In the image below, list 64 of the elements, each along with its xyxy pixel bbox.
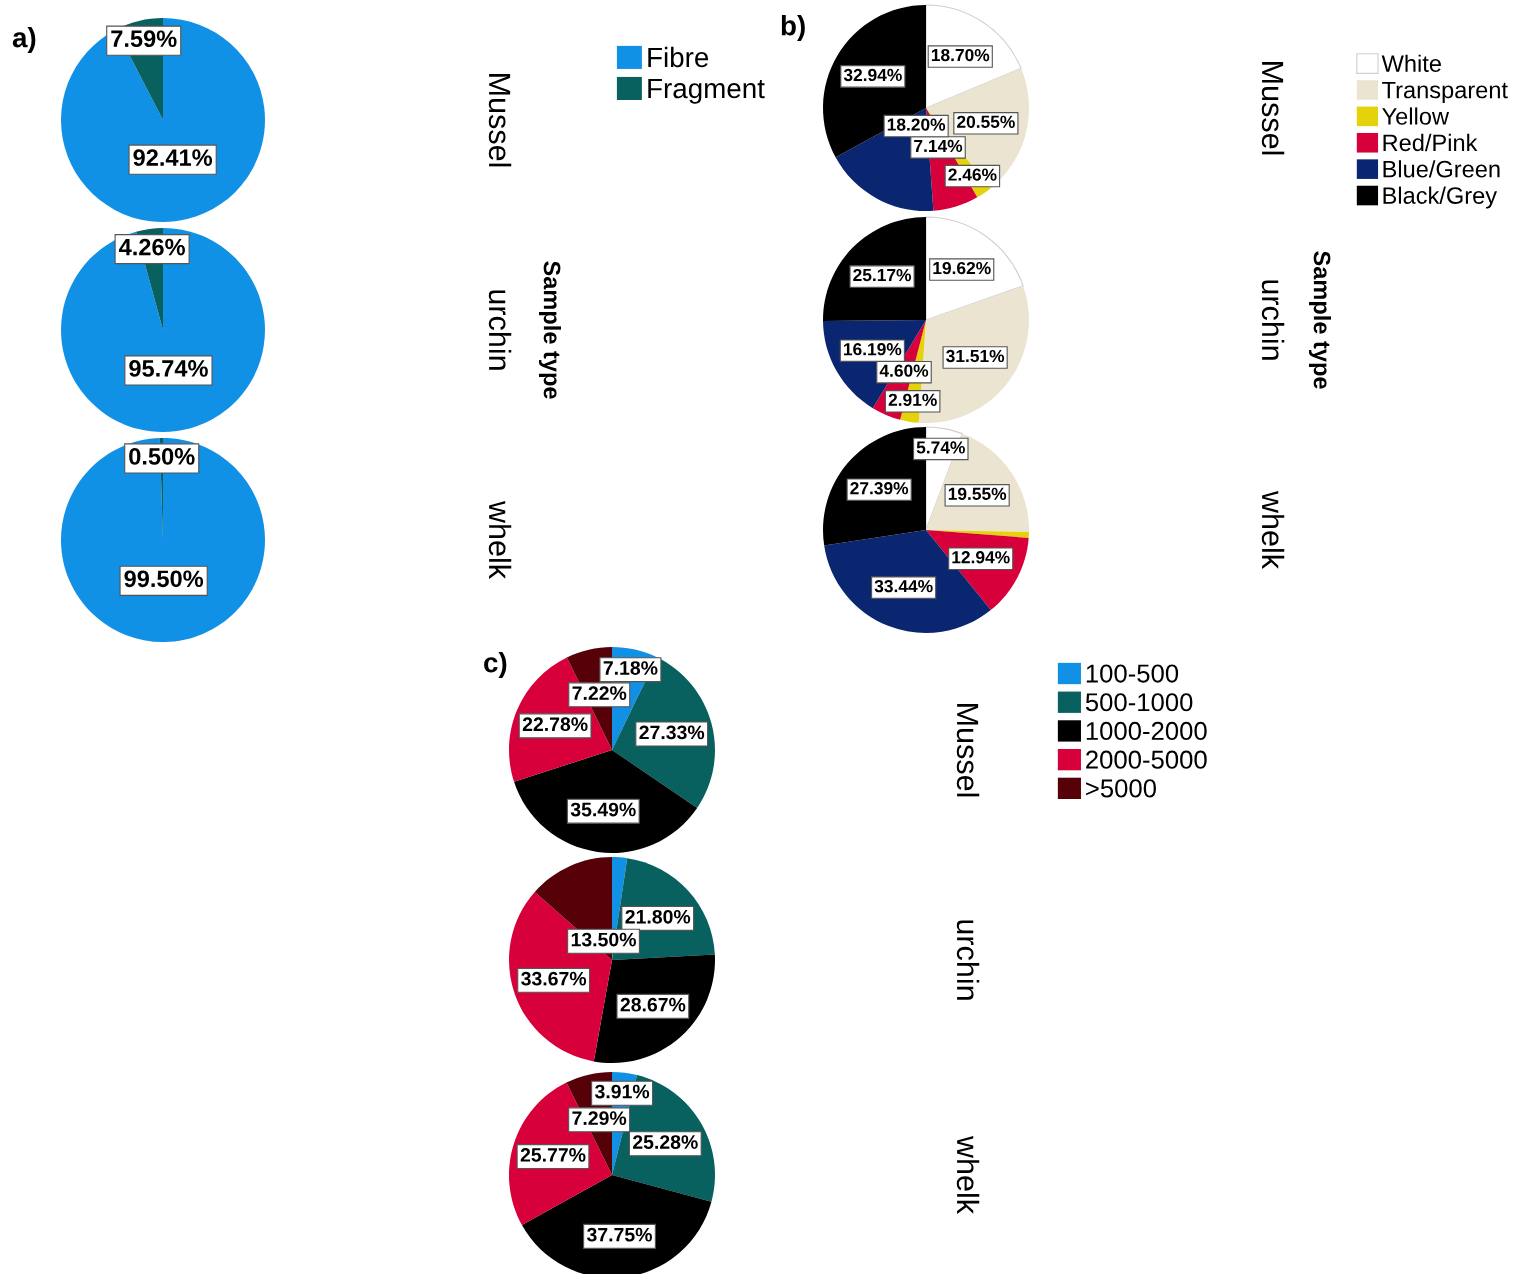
data-label: 0.50% xyxy=(129,448,195,465)
data-label: 7.59% xyxy=(111,30,177,48)
data-label: 95.74% xyxy=(129,360,208,377)
data-label: 25.28% xyxy=(632,1135,698,1149)
legend-label: Red/Pink xyxy=(1383,133,1478,152)
legend-label: Transparent xyxy=(1382,81,1508,104)
legend-label: Blue/Green xyxy=(1383,160,1500,178)
data-label: 33.44% xyxy=(874,579,933,593)
slice-label: whelk xyxy=(1261,490,1285,570)
data-label: 3.91% xyxy=(594,1084,650,1099)
legend-label: 1000-2000 xyxy=(1086,721,1207,741)
data-label: 27.39% xyxy=(850,482,909,495)
data-label: 19.62% xyxy=(933,261,991,275)
data-label: 7.29% xyxy=(572,1111,627,1126)
data-label: 12.94% xyxy=(952,551,1010,564)
data-label: 32.94% xyxy=(843,68,902,82)
data-label: 4.26% xyxy=(119,238,185,256)
slice-label: urchin xyxy=(956,920,980,1000)
data-label: 37.75% xyxy=(586,1227,652,1242)
text: Sample type xyxy=(1308,251,1332,389)
data-label: 22.78% xyxy=(522,717,588,732)
data-label: 2.91% xyxy=(888,393,937,406)
data-label: 13.50% xyxy=(571,932,636,947)
legend-label: 100-500 xyxy=(1086,664,1179,683)
data-label: 21.80% xyxy=(625,909,691,924)
legend-label: Fragment xyxy=(648,78,765,104)
slice-label: Mussel xyxy=(956,704,980,797)
data-label: 27.33% xyxy=(639,725,705,740)
data-label: 5.74% xyxy=(916,441,965,454)
data-label: 25.17% xyxy=(853,268,912,282)
data-label: 19.55% xyxy=(948,487,1007,500)
data-label: 28.67% xyxy=(620,997,686,1012)
data-label: 33.67% xyxy=(521,971,587,986)
legend-label: 2000-5000 xyxy=(1086,750,1207,769)
data-label: 20.55% xyxy=(957,115,1015,128)
legend-label: 500-1000 xyxy=(1085,693,1193,712)
data-label: 18.20% xyxy=(887,118,946,131)
text: Sample type xyxy=(539,261,562,399)
slice-label: whelk xyxy=(956,1135,980,1215)
legend-label: White xyxy=(1381,54,1441,72)
data-label: 7.22% xyxy=(572,686,627,700)
data-label: 18.70% xyxy=(931,48,990,62)
data-label: 4.60% xyxy=(879,364,929,377)
data-label: 92.41% xyxy=(133,149,213,166)
data-label: 7.14% xyxy=(914,139,963,153)
legend-label: >5000 xyxy=(1086,779,1156,798)
data-label: 2.46% xyxy=(948,168,997,181)
text: c) xyxy=(484,652,507,678)
data-label: 99.50% xyxy=(124,570,204,588)
data-label: 31.51% xyxy=(946,349,1005,363)
slice-label: urchin xyxy=(1261,280,1285,360)
data-label: 25.77% xyxy=(520,1148,586,1162)
data-label: 35.49% xyxy=(570,802,636,817)
text: b) xyxy=(781,15,805,41)
legend-label: Black/Grey xyxy=(1383,186,1498,209)
slice-label: whelk xyxy=(488,500,512,580)
slice-label: urchin xyxy=(488,290,512,370)
slice-label: Mussel xyxy=(488,74,512,167)
text: a) xyxy=(12,27,36,53)
slice-label: Mussel xyxy=(1261,62,1285,155)
legend-label: Fibre xyxy=(648,46,709,68)
data-label: 16.19% xyxy=(844,343,902,356)
legend-label: Yellow xyxy=(1382,107,1450,125)
data-label: 7.18% xyxy=(603,661,658,675)
